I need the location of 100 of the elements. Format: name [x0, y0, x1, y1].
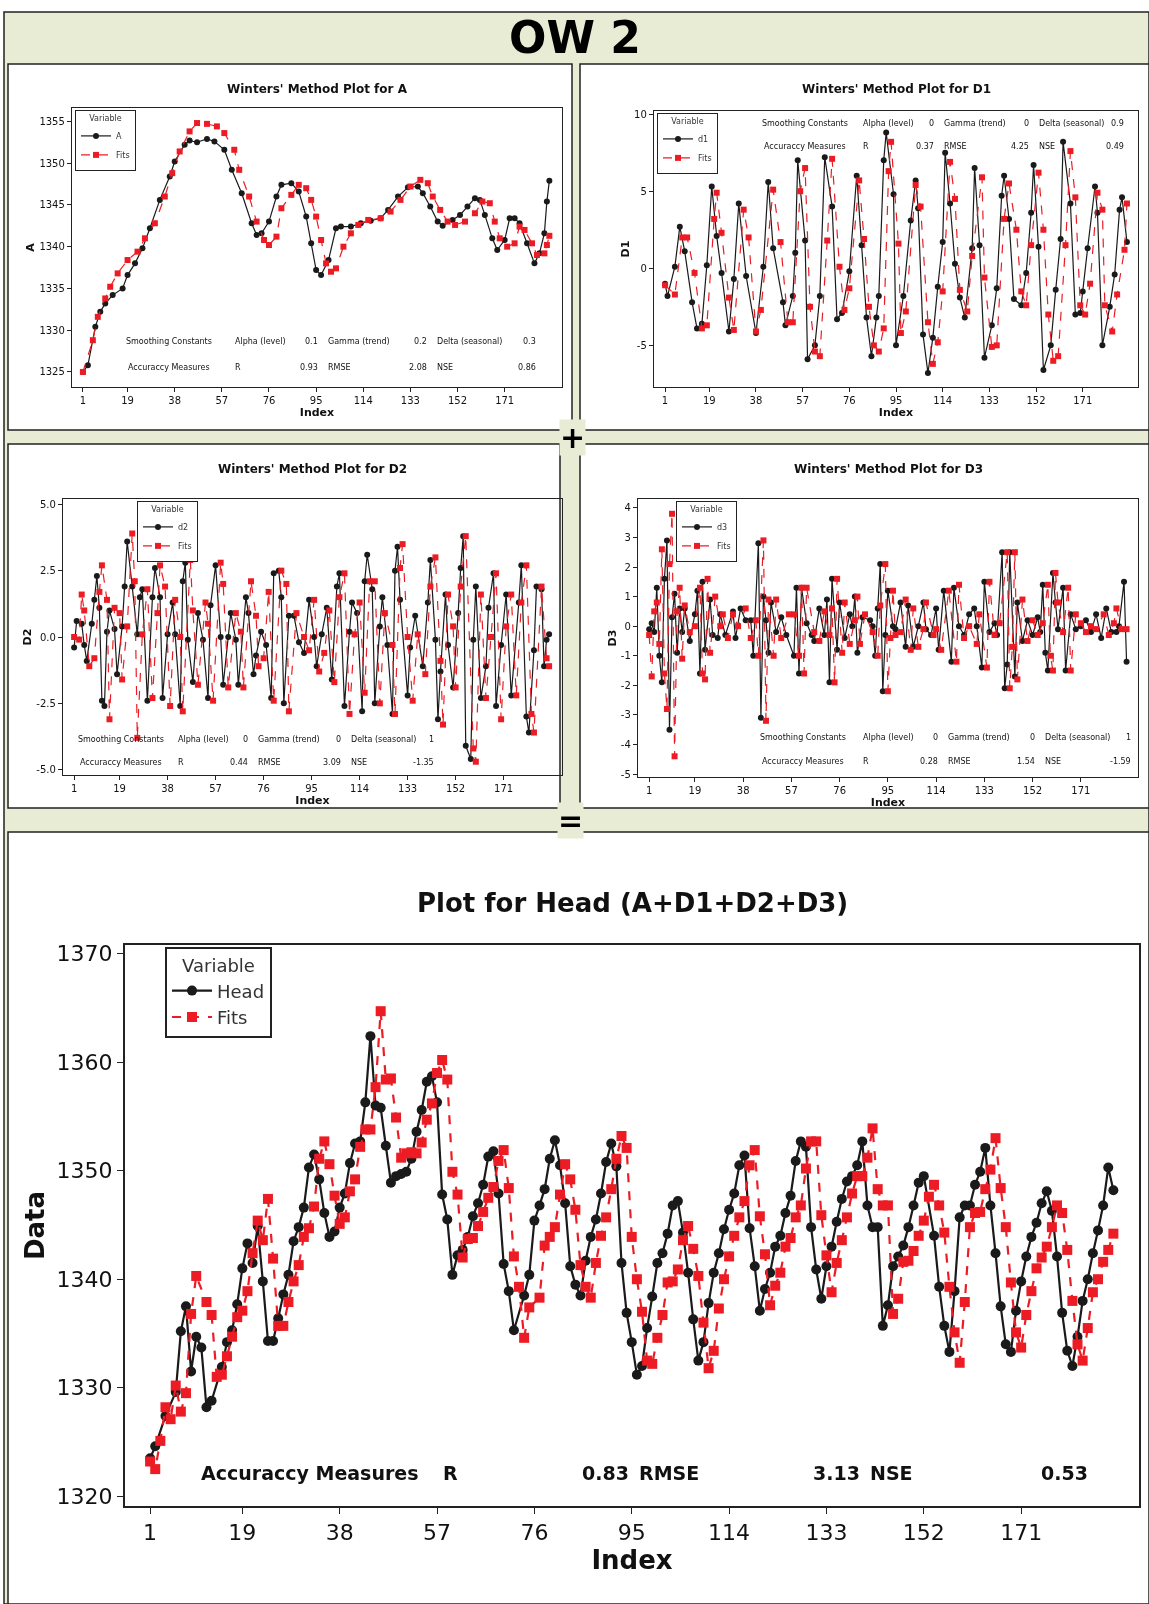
chart-title: Winters' Method Plot for D1	[802, 82, 991, 96]
text: +	[560, 420, 586, 455]
annotation: 0.28	[920, 757, 938, 766]
annotation: 0	[243, 735, 249, 744]
y-tick-label: -3	[620, 709, 631, 721]
annotation: NSE	[351, 758, 368, 767]
x-tick-label: 19	[702, 395, 716, 407]
annotation: -1.35	[413, 758, 434, 767]
y-tick-label: -5.0	[36, 764, 56, 776]
legend-title: Variable	[89, 114, 122, 124]
x-tick-label: 133	[805, 1520, 848, 1546]
y-tick-label: 10	[634, 108, 647, 120]
y-axis-title: D1	[618, 240, 632, 258]
annotation: 0	[929, 119, 935, 128]
y-tick-label: -2	[620, 679, 631, 691]
legend-label: Fits	[717, 542, 731, 552]
x-tick-label: 171	[1071, 785, 1091, 797]
y-tick-label: 1370	[56, 941, 113, 967]
x-tick-label: 133	[979, 395, 999, 407]
annotation: 0.86	[518, 363, 536, 372]
x-tick-label: 76	[842, 395, 856, 407]
annotation: Alpha (level)	[235, 337, 286, 346]
y-tick-label: 1340	[56, 1266, 113, 1292]
y-tick-label: 1	[624, 591, 631, 603]
y-tick-label: 0.0	[39, 631, 56, 643]
legend-label: Fits	[178, 542, 192, 552]
y-tick-label: 1335	[39, 282, 65, 294]
x-tick-label: 38	[749, 395, 763, 407]
annotation: Accuraccy Measures	[764, 142, 846, 151]
legend-label: Head	[217, 980, 265, 1002]
annotation: Smoothing Constants	[78, 735, 164, 744]
x-tick-label: 38	[161, 783, 174, 795]
annotation: -1.59	[1110, 757, 1131, 766]
x-tick-label: 133	[398, 783, 418, 795]
text: OW 2	[509, 12, 641, 63]
annotation: 3.13	[813, 1462, 860, 1484]
annotation: NSE	[437, 363, 454, 372]
annotation: 0.93	[300, 363, 318, 372]
legend-label: Fits	[116, 151, 130, 161]
x-tick-label: 57	[785, 785, 798, 797]
y-tick-label: 1330	[39, 324, 65, 336]
y-tick-label: -1	[620, 650, 631, 662]
y-tick-label: 5	[640, 185, 647, 197]
legend-title: Variable	[671, 117, 704, 127]
x-axis-title: Index	[591, 1545, 673, 1576]
y-tick-label: 1325	[39, 366, 65, 378]
annotation: Delta (seasonal)	[1045, 733, 1111, 742]
annotation: 1	[1126, 733, 1132, 742]
annotation: Gamma (trend)	[258, 735, 320, 744]
annotation: 1	[429, 735, 435, 744]
chart-title: Winters' Method Plot for A	[227, 82, 408, 96]
x-tick-label: 114	[708, 1520, 751, 1546]
x-tick-label: 95	[889, 395, 903, 407]
annotation: Smoothing Constants	[762, 119, 848, 128]
x-tick-label: 57	[209, 783, 222, 795]
x-tick-label: 152	[448, 395, 468, 407]
x-tick-label: 57	[423, 1520, 452, 1546]
annotation: RMSE	[948, 757, 971, 766]
x-tick-label: 95	[305, 783, 318, 795]
x-axis-title: Index	[878, 406, 914, 420]
annotation: R	[235, 363, 241, 372]
x-tick-label: 133	[974, 785, 994, 797]
annotation: Accuraccy Measures	[201, 1462, 419, 1484]
y-tick-label: -5	[620, 768, 631, 780]
y-tick-label: 5.0	[39, 498, 56, 510]
x-tick-label: 19	[113, 783, 126, 795]
y-axis-title: A	[24, 242, 38, 252]
chart-title: Winters' Method Plot for D2	[218, 462, 407, 476]
annotation: NSE	[870, 1462, 913, 1484]
x-tick-label: 171	[495, 395, 515, 407]
annotation: Accuraccy Measures	[128, 363, 210, 372]
annotation: Alpha (level)	[863, 119, 914, 128]
annotation: 0.3	[523, 337, 536, 346]
text: =	[558, 803, 584, 838]
y-tick-label: 0	[640, 262, 647, 274]
annotation: Smoothing Constants	[126, 337, 212, 346]
annotation: 0.49	[1106, 142, 1124, 151]
legend-title: Variable	[182, 955, 255, 977]
y-tick-label: -5	[636, 339, 647, 351]
x-tick-label: 76	[520, 1520, 549, 1546]
y-tick-label: 1340	[39, 241, 65, 253]
x-tick-label: 57	[796, 395, 810, 407]
x-tick-label: 19	[121, 395, 134, 407]
annotation: Gamma (trend)	[944, 119, 1006, 128]
annotation: 0.83	[582, 1462, 629, 1484]
y-tick-label: 1320	[56, 1483, 113, 1509]
x-tick-label: 19	[688, 785, 702, 797]
y-tick-label: -4	[620, 738, 631, 750]
annotation: 0.1	[305, 337, 318, 346]
legend-label: d3	[717, 523, 728, 533]
y-axis-title: Data	[20, 1190, 51, 1261]
y-tick-label: 3	[624, 531, 631, 543]
x-tick-label: 95	[617, 1520, 646, 1546]
x-tick-label: 57	[215, 395, 229, 407]
y-tick-label: 1330	[56, 1375, 113, 1401]
x-tick-label: 152	[1023, 785, 1043, 797]
y-tick-label: 2.5	[39, 565, 56, 577]
y-tick-label: 2	[624, 561, 631, 573]
x-tick-label: 171	[1000, 1520, 1043, 1546]
annotation: 0.9	[1111, 119, 1124, 128]
